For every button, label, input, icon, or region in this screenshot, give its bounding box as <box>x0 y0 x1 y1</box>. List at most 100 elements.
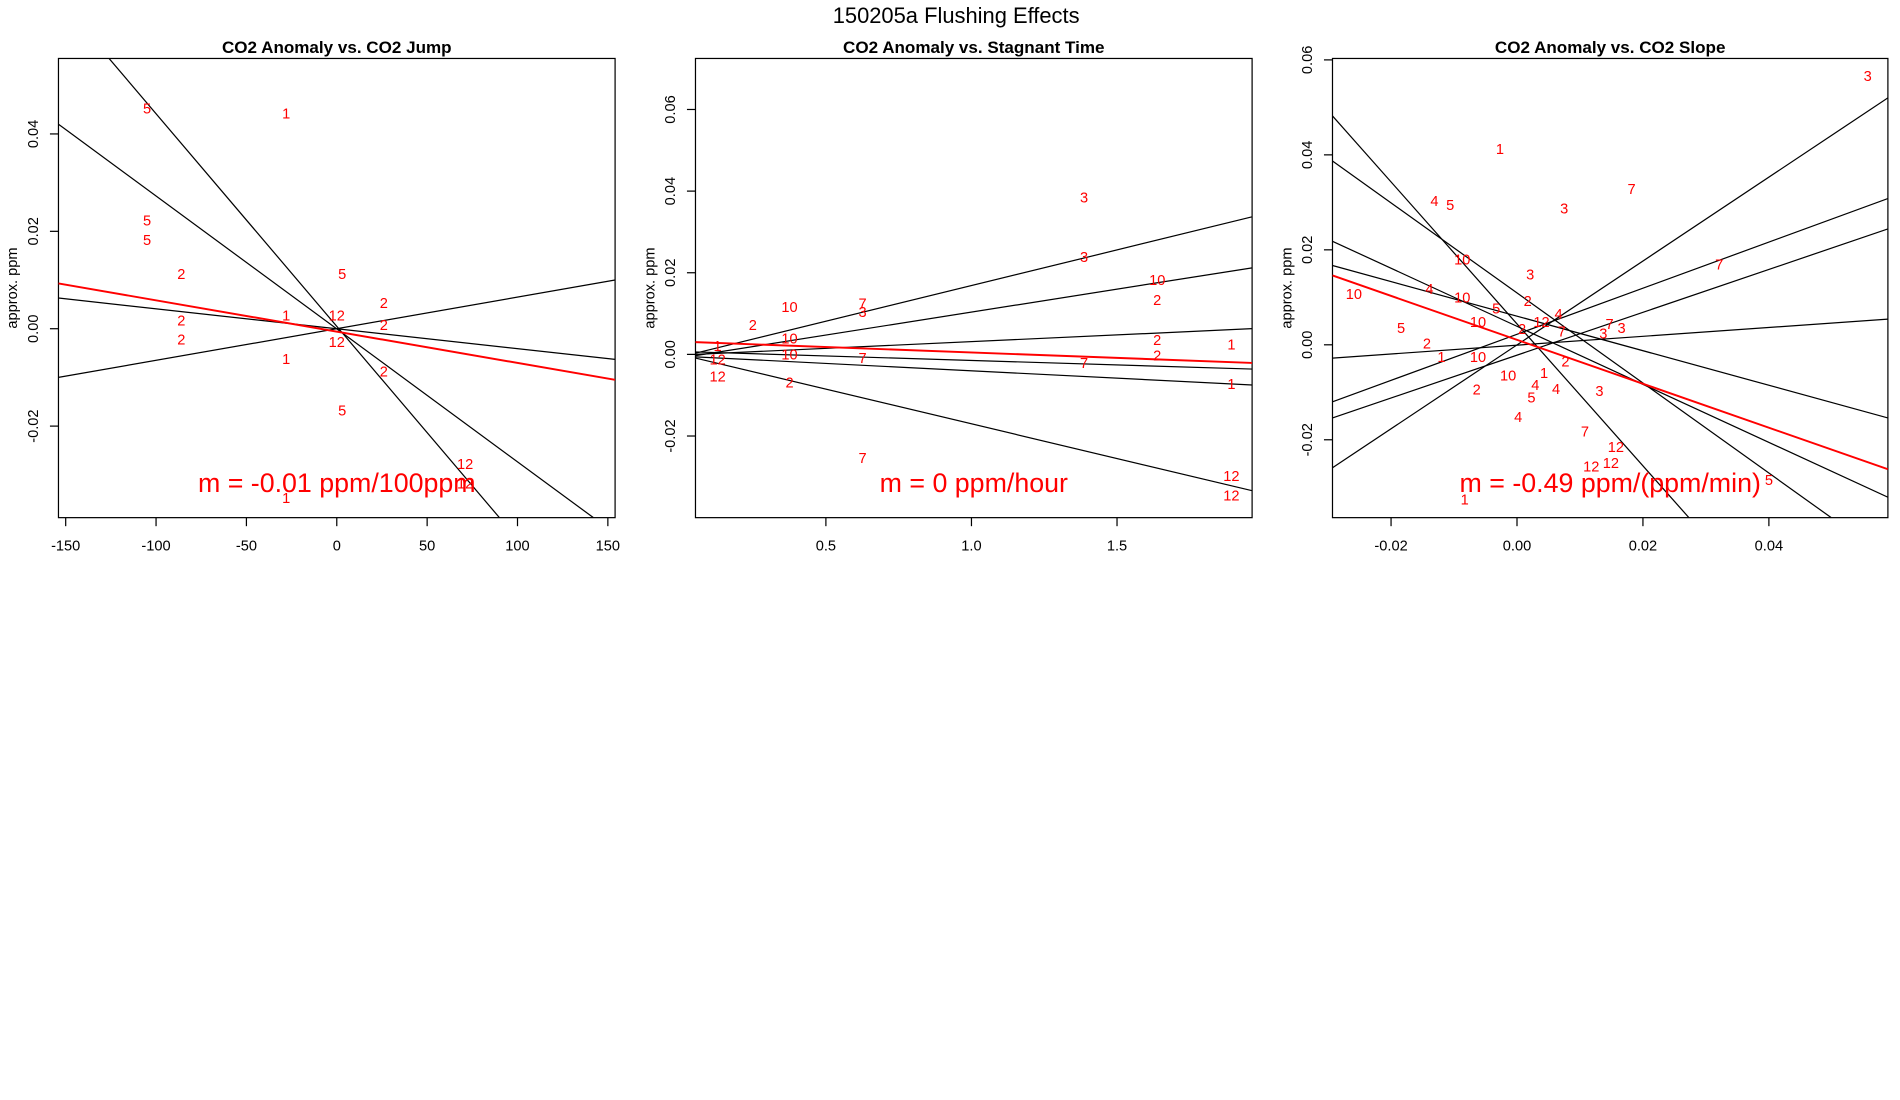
point-label: 3 <box>1080 190 1088 206</box>
point-label: 12 <box>1608 440 1624 456</box>
point-label: 7 <box>1605 317 1613 333</box>
line <box>1332 97 1888 469</box>
y-tick-label: 0.00 <box>26 314 42 342</box>
line <box>58 123 594 518</box>
x-tick-label: 100 <box>505 539 529 555</box>
point-label: 5 <box>143 233 151 249</box>
point-label: 12 <box>1533 315 1549 331</box>
point-label: 5 <box>338 403 346 419</box>
point-label: 10 <box>1470 315 1486 331</box>
point-label: 10 <box>781 300 797 316</box>
y-tick-label: 0.04 <box>26 120 42 148</box>
point-label: 4 <box>1531 378 1539 394</box>
panel: CO2 Anomaly vs. CO2 Slope approx. ppm 3 1 7 4… <box>1279 38 1889 555</box>
annotation: m = 0 ppm/hour <box>880 468 1068 498</box>
x-tick-label: -50 <box>236 539 257 555</box>
y-axis-label: approx. ppm <box>5 247 21 328</box>
y-tick-label: 0.00 <box>1300 331 1316 359</box>
point-label: 3 <box>1526 267 1534 283</box>
point-label: 3 <box>1864 69 1872 85</box>
point-label: 1 <box>1496 142 1504 158</box>
line <box>58 279 616 379</box>
point-label: 3 <box>1617 321 1625 337</box>
x-tick-label: -150 <box>51 539 80 555</box>
annotation: m = -0.49 ppm/(ppm/min) <box>1460 468 1761 498</box>
line <box>1332 240 1888 498</box>
x-tick-label: 0.5 <box>816 539 836 555</box>
point-label: 2 <box>1153 333 1161 349</box>
point-label: 3 <box>1595 384 1603 400</box>
point-label: 7 <box>859 351 867 367</box>
x-tick-label: 0.00 <box>1503 539 1531 555</box>
point-label: 2 <box>380 364 388 380</box>
point-label: 1 <box>282 352 290 368</box>
point-label: 12 <box>1223 469 1239 485</box>
point-label: 7 <box>1080 356 1088 372</box>
y-tick-label: -0.02 <box>26 409 42 442</box>
point-label: 12 <box>329 308 345 324</box>
y-tick-label: 0.04 <box>663 177 679 205</box>
y-axis-label: approx. ppm <box>1279 247 1295 328</box>
point-label: 2 <box>1153 349 1161 365</box>
point-label: 5 <box>143 213 151 229</box>
point-label: 3 <box>859 305 867 321</box>
point-label: 2 <box>1561 355 1569 371</box>
point-label: 12 <box>709 370 725 386</box>
point-label: 2 <box>1153 293 1161 309</box>
fit-line <box>695 341 1253 364</box>
y-tick-label: 0.06 <box>1300 46 1316 74</box>
point-label: 2 <box>785 376 793 392</box>
panel-title: CO2 Anomaly vs. CO2 Jump <box>222 38 452 57</box>
point-label: 12 <box>1603 456 1619 472</box>
point-label: 2 <box>1524 294 1532 310</box>
x-tick-label: -0.02 <box>1374 539 1407 555</box>
y-tick-label: -0.02 <box>1300 423 1316 456</box>
point-label: 2 <box>1473 383 1481 399</box>
point-label: 10 <box>1470 350 1486 366</box>
x-tick-label: 50 <box>419 539 435 555</box>
point-label: 1 <box>1461 492 1469 508</box>
line <box>695 351 1253 370</box>
point-label: 2 <box>177 267 185 283</box>
point-label: 12 <box>457 457 473 473</box>
point-label: 4 <box>1425 282 1433 298</box>
y-tick-label: 0.02 <box>1300 236 1316 264</box>
line <box>1332 264 1888 419</box>
point-label: 2 <box>749 318 757 334</box>
panel: CO2 Anomaly vs. Stagnant Time approx. ppm… <box>642 38 1253 555</box>
plot-frame <box>694 57 1253 519</box>
point-label: 7 <box>1558 324 1566 340</box>
line <box>1332 197 1888 403</box>
x-tick-label: 1.5 <box>1107 539 1127 555</box>
point-label: 1 <box>1540 366 1548 382</box>
fit-line <box>58 282 616 381</box>
point-label: 3 <box>1080 250 1088 266</box>
point-label: 5 <box>338 267 346 283</box>
point-label: 1 <box>282 106 290 122</box>
line <box>695 216 1253 354</box>
line <box>108 58 500 518</box>
x-tick-label: -100 <box>141 539 170 555</box>
line <box>1332 160 1832 518</box>
point-label: 7 <box>859 296 867 312</box>
y-tick-label: 0.06 <box>663 95 679 123</box>
panel: CO2 Anomaly vs. CO2 Jump approx. ppm 5 1 5 5 2… <box>5 38 620 555</box>
x-tick-label: 150 <box>596 539 620 555</box>
point-label: 3 <box>1560 201 1568 217</box>
point-label: 10 <box>1149 273 1165 289</box>
point-label: 12 <box>329 335 345 351</box>
point-label: 7 <box>859 451 867 467</box>
point-label: 10 <box>781 347 797 363</box>
line <box>695 356 1253 386</box>
x-tick-label: 1.0 <box>961 539 981 555</box>
plot-area: 150205a Flushing Effects CO2 Anomaly vs.… <box>5 3 1889 555</box>
point-label: 5 <box>143 101 151 117</box>
panel-title: CO2 Anomaly vs. CO2 Slope <box>1495 38 1726 57</box>
y-tick-label: 0.04 <box>1300 141 1316 169</box>
point-label: 5 <box>1492 302 1500 318</box>
main-title: 150205a Flushing Effects <box>833 3 1080 28</box>
point-label: 4 <box>1552 382 1560 398</box>
